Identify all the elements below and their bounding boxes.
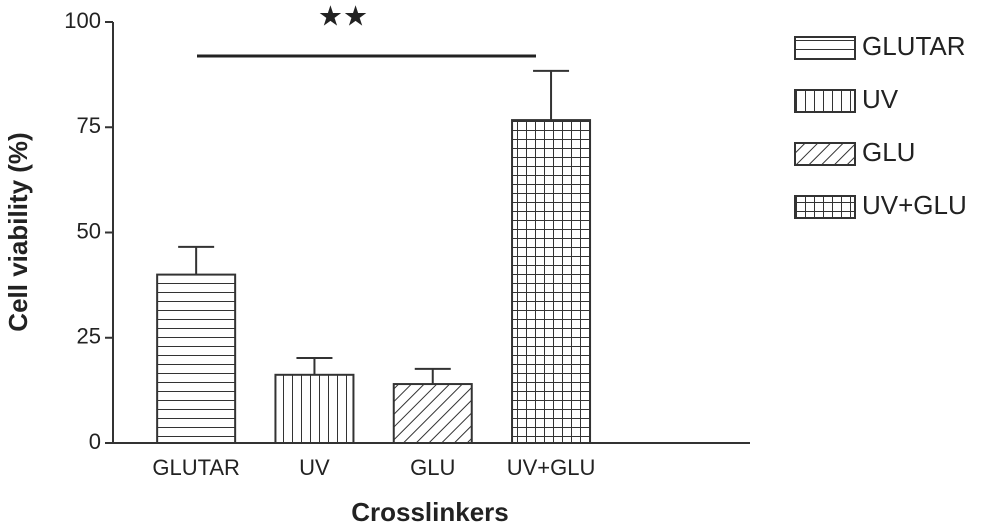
legend-label: UV [862, 84, 899, 114]
x-tick-label: GLU [410, 455, 455, 480]
y-tick-label: 75 [77, 113, 101, 138]
legend-label: GLUTAR [862, 31, 966, 61]
bar [511, 119, 592, 445]
error-bar [414, 367, 451, 385]
x-tick-label: UV+GLU [507, 455, 596, 480]
error-bar [296, 356, 333, 375]
legend-swatch [794, 195, 856, 219]
legend-label: GLU [862, 137, 915, 167]
y-axis-title: Cell viability (%) [3, 132, 33, 331]
x-axis-title: Crosslinkers [351, 497, 509, 527]
y-tick-label: 100 [64, 8, 101, 33]
legend-swatch [794, 89, 856, 113]
legend-swatch [794, 142, 856, 166]
legend-swatch [794, 36, 856, 60]
error-bar [533, 69, 570, 121]
x-tick-label: UV [299, 455, 330, 480]
bar [156, 273, 237, 444]
y-tick-label: 50 [77, 218, 101, 243]
bar [274, 373, 355, 445]
significance-stars: ★★ [318, 0, 368, 31]
y-tick-label: 25 [77, 324, 101, 349]
legend-label: UV+GLU [862, 190, 967, 220]
error-bar [178, 245, 215, 275]
x-tick-label: GLUTAR [152, 455, 240, 480]
bar [392, 383, 473, 444]
y-tick-label: 0 [89, 429, 101, 454]
